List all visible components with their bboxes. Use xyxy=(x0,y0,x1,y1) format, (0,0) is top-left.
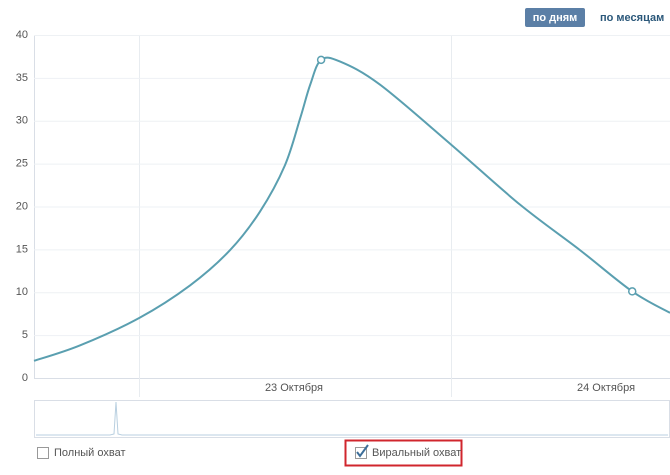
y-tick-label: 15 xyxy=(16,243,28,255)
x-tick-label: 23 Октября xyxy=(265,382,323,394)
y-tick-label: 35 xyxy=(16,72,28,84)
by-days-button[interactable] xyxy=(525,8,585,27)
checkbox[interactable] xyxy=(37,447,49,459)
point-marker xyxy=(316,55,326,65)
by-months-label[interactable]: по месяцам xyxy=(600,12,664,24)
point-marker xyxy=(627,287,637,296)
y-tick-label: 20 xyxy=(16,200,28,212)
y-tick-label: 30 xyxy=(16,115,28,127)
legend-label[interactable]: Полный охват xyxy=(54,447,126,459)
y-tick-label: 0 xyxy=(22,372,28,384)
y-tick-label: 10 xyxy=(16,286,28,298)
overview-box[interactable] xyxy=(34,400,670,438)
y-tick-label: 5 xyxy=(22,329,28,341)
highlight-box xyxy=(344,439,463,467)
check-mark xyxy=(356,444,369,458)
y-tick-label: 25 xyxy=(16,158,28,170)
x-tick-label: 24 Октября xyxy=(577,382,635,394)
by-days-label[interactable]: по дням xyxy=(533,12,578,24)
y-tick-label: 40 xyxy=(16,29,28,41)
legend-label[interactable]: Виральный охват xyxy=(372,447,461,459)
series-line xyxy=(33,56,670,362)
overview-line xyxy=(36,401,668,436)
